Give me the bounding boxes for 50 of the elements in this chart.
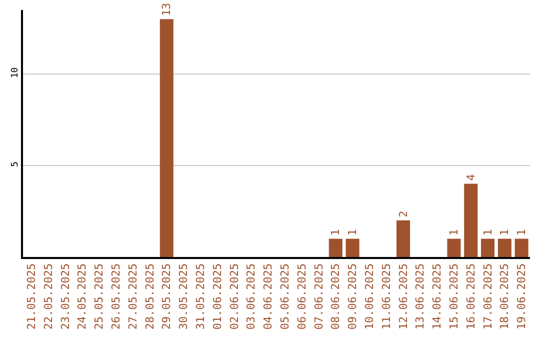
data-label: 1 <box>515 229 528 236</box>
x-tick-label: 04.06.2025 <box>262 263 275 330</box>
x-tick-label: 16.06.2025 <box>464 263 478 330</box>
data-label: 1 <box>346 229 360 236</box>
x-tick-label: 25.05.2025 <box>92 263 106 330</box>
x-tick-label: 24.05.2025 <box>76 263 89 330</box>
data-label: 4 <box>464 174 478 181</box>
data-label: 1 <box>481 229 494 236</box>
bar <box>396 220 410 257</box>
data-label: 2 <box>396 210 410 218</box>
x-tick-label: 29.05.2025 <box>160 263 174 330</box>
x-tick-label: 11.06.2025 <box>380 263 393 330</box>
bar <box>498 238 512 257</box>
bar <box>328 238 342 257</box>
x-tick-label: 26.05.2025 <box>110 263 123 330</box>
x-tick-label: 22.05.2025 <box>42 263 55 330</box>
bar <box>346 238 360 257</box>
data-label: 1 <box>329 229 342 236</box>
x-tick-label: 02.06.2025 <box>228 263 241 330</box>
data-label: 13 <box>160 2 174 16</box>
bar <box>514 238 528 257</box>
data-label: 1 <box>447 229 460 236</box>
x-tick-label: 05.06.2025 <box>278 263 292 330</box>
x-tick-label: 19.06.2025 <box>515 263 528 330</box>
x-tick-label: 27.05.2025 <box>126 263 140 330</box>
x-tick-label: 18.06.2025 <box>498 263 512 330</box>
x-tick-label: 06.06.2025 <box>295 263 308 330</box>
x-tick-label: 10.06.2025 <box>363 263 376 330</box>
x-tick-label: 09.06.2025 <box>346 263 360 330</box>
bar <box>464 184 478 257</box>
x-tick-label: 21.05.2025 <box>25 263 38 330</box>
bar <box>160 19 174 257</box>
x-tick-label: 17.06.2025 <box>481 263 494 330</box>
x-tick-label: 07.06.2025 <box>312 263 326 330</box>
bar <box>480 238 495 257</box>
data-label: 1 <box>498 229 512 236</box>
y-tick-label: 10 <box>10 67 20 78</box>
x-tick-label: 01.06.2025 <box>210 263 224 330</box>
x-tick-label: 08.06.2025 <box>329 263 342 330</box>
y-tick-label: 5 <box>10 161 20 167</box>
x-tick-label: 12.06.2025 <box>396 263 410 330</box>
x-tick-label: 28.05.2025 <box>143 263 156 330</box>
x-tick-label: 30.05.2025 <box>177 263 190 330</box>
x-tick-label: 14.06.2025 <box>430 263 444 330</box>
x-tick-label: 13.06.2025 <box>414 263 427 330</box>
x-tick-label: 31.05.2025 <box>194 263 208 330</box>
bar <box>447 238 461 257</box>
x-tick-label: 15.06.2025 <box>448 263 461 330</box>
x-tick-label: 23.05.2025 <box>58 263 72 330</box>
x-tick-label: 03.06.2025 <box>244 263 258 330</box>
